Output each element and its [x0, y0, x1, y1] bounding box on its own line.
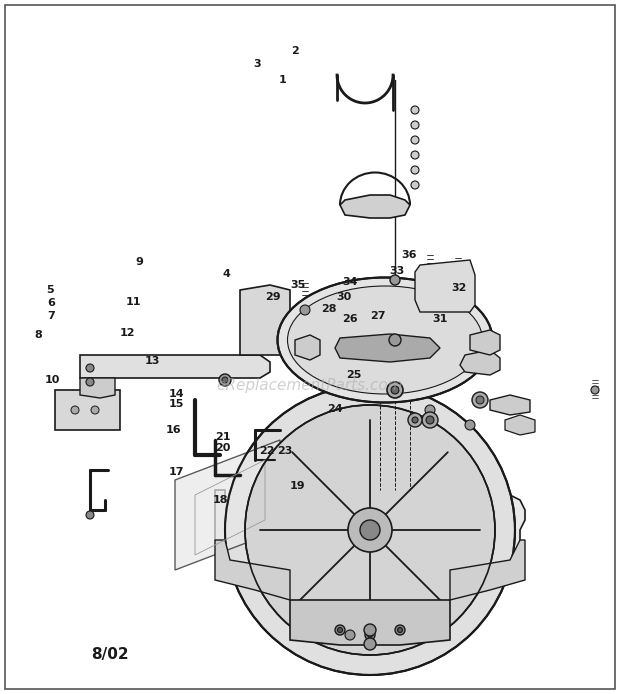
- Text: 28: 28: [321, 304, 336, 314]
- Circle shape: [426, 416, 434, 424]
- Ellipse shape: [278, 278, 492, 403]
- Circle shape: [411, 136, 419, 144]
- Circle shape: [86, 511, 94, 519]
- Circle shape: [71, 406, 79, 414]
- Circle shape: [365, 630, 375, 640]
- Circle shape: [411, 166, 419, 174]
- Text: 30: 30: [337, 292, 352, 302]
- Circle shape: [300, 305, 310, 315]
- Circle shape: [86, 364, 94, 372]
- Text: 13: 13: [144, 356, 159, 366]
- Polygon shape: [450, 540, 525, 600]
- Text: 21: 21: [216, 432, 231, 442]
- Circle shape: [422, 412, 438, 428]
- Circle shape: [389, 334, 401, 346]
- Circle shape: [364, 638, 376, 650]
- Text: 12: 12: [119, 328, 135, 338]
- Text: 8: 8: [35, 330, 42, 339]
- Circle shape: [411, 121, 419, 129]
- Ellipse shape: [225, 385, 515, 675]
- Polygon shape: [80, 378, 115, 398]
- Text: 16: 16: [166, 425, 182, 435]
- Text: 3: 3: [254, 59, 261, 69]
- Circle shape: [390, 275, 400, 285]
- Circle shape: [591, 386, 599, 394]
- Ellipse shape: [245, 405, 495, 655]
- Ellipse shape: [288, 286, 482, 394]
- Text: 4: 4: [223, 269, 230, 279]
- Text: 11: 11: [125, 297, 141, 307]
- Text: 23: 23: [278, 446, 293, 456]
- Text: 2: 2: [291, 46, 298, 56]
- Text: 26: 26: [342, 314, 358, 324]
- Circle shape: [411, 181, 419, 189]
- Text: eReplacementParts.com: eReplacementParts.com: [216, 378, 404, 393]
- Text: 22: 22: [259, 446, 275, 456]
- Text: 32: 32: [451, 283, 466, 293]
- Circle shape: [465, 420, 475, 430]
- Text: 33: 33: [389, 266, 404, 276]
- Polygon shape: [175, 440, 280, 570]
- Polygon shape: [55, 390, 120, 430]
- Ellipse shape: [348, 508, 392, 552]
- Circle shape: [345, 630, 355, 640]
- Circle shape: [472, 392, 488, 408]
- Text: 19: 19: [290, 481, 306, 491]
- Polygon shape: [470, 330, 500, 355]
- Text: 1: 1: [278, 75, 286, 85]
- Circle shape: [86, 378, 94, 386]
- Text: 20: 20: [216, 443, 231, 452]
- Text: 7: 7: [48, 311, 55, 321]
- Text: 17: 17: [169, 467, 185, 477]
- Text: 15: 15: [169, 399, 184, 409]
- Text: 8/02: 8/02: [91, 648, 129, 663]
- Circle shape: [337, 627, 342, 632]
- Circle shape: [412, 417, 418, 423]
- Text: 5: 5: [46, 285, 53, 295]
- Polygon shape: [340, 195, 410, 218]
- Circle shape: [395, 625, 405, 635]
- Circle shape: [425, 405, 435, 415]
- Circle shape: [219, 374, 231, 386]
- Text: 25: 25: [346, 370, 361, 380]
- Polygon shape: [215, 478, 525, 590]
- Circle shape: [391, 386, 399, 394]
- Text: 6: 6: [48, 298, 55, 308]
- Circle shape: [476, 396, 484, 404]
- Text: 29: 29: [265, 292, 281, 302]
- Circle shape: [387, 382, 403, 398]
- Circle shape: [368, 632, 373, 638]
- Polygon shape: [415, 260, 475, 312]
- Circle shape: [411, 151, 419, 159]
- Circle shape: [397, 627, 402, 632]
- Text: 27: 27: [371, 311, 386, 321]
- Polygon shape: [335, 334, 440, 362]
- Polygon shape: [490, 395, 530, 415]
- Text: 24: 24: [327, 405, 343, 414]
- Polygon shape: [295, 335, 320, 360]
- Text: 9: 9: [136, 257, 143, 267]
- Polygon shape: [80, 355, 270, 378]
- Circle shape: [335, 625, 345, 635]
- Text: 34: 34: [342, 278, 358, 287]
- Text: 35: 35: [290, 280, 305, 289]
- Text: 36: 36: [402, 251, 417, 260]
- Polygon shape: [240, 285, 290, 355]
- Polygon shape: [290, 600, 450, 645]
- Polygon shape: [215, 540, 290, 600]
- Text: 10: 10: [45, 375, 60, 384]
- Text: 14: 14: [169, 389, 185, 399]
- Circle shape: [408, 413, 422, 427]
- Text: 31: 31: [433, 314, 448, 324]
- Polygon shape: [460, 350, 500, 375]
- Ellipse shape: [360, 520, 380, 540]
- Text: 18: 18: [212, 495, 228, 505]
- Circle shape: [364, 624, 376, 636]
- Circle shape: [411, 106, 419, 114]
- Polygon shape: [505, 415, 535, 435]
- Circle shape: [91, 406, 99, 414]
- Circle shape: [222, 377, 228, 383]
